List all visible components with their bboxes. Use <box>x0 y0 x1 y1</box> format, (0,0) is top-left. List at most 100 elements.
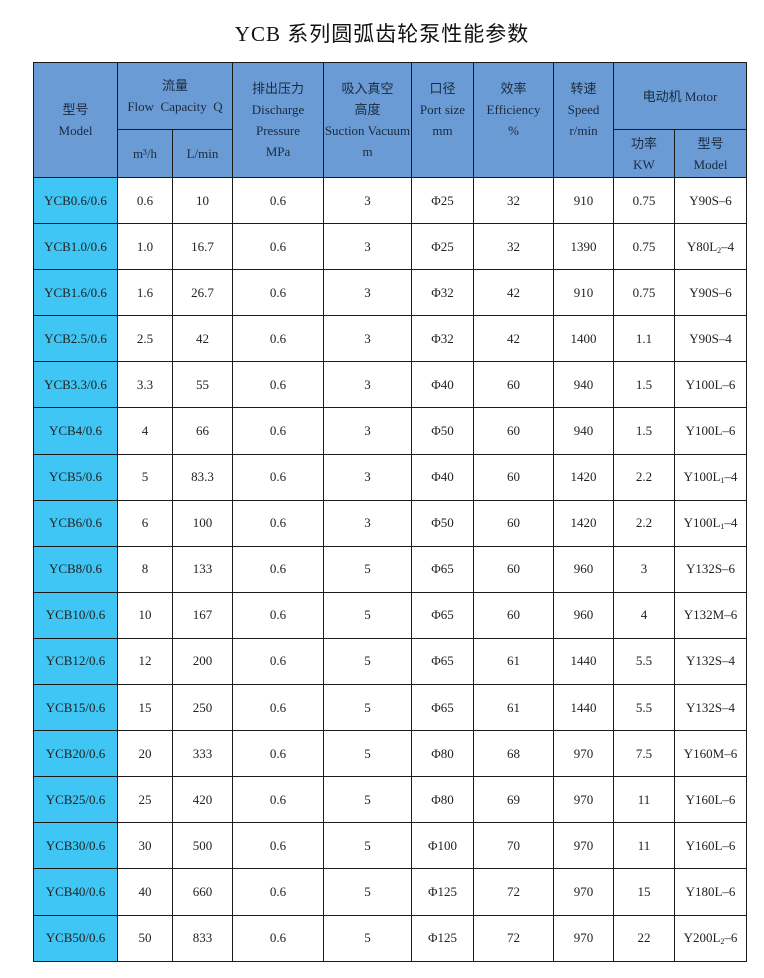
cell-model: YCB20/0.6 <box>33 730 118 778</box>
cell-model: YCB1.0/0.6 <box>33 223 118 271</box>
cell-model: YCB25/0.6 <box>33 776 118 824</box>
cell-flow-lmin: 833 <box>172 914 233 962</box>
cell-model: YCB6/0.6 <box>33 499 118 547</box>
cell-motor-power: 1.5 <box>613 407 675 455</box>
cell-motor-power: 7.5 <box>613 730 675 778</box>
cell-motor-model: Y90S–6 <box>674 269 747 317</box>
cell-efficiency: 68 <box>473 730 554 778</box>
cell-pressure: 0.6 <box>232 684 324 732</box>
cell-port-size: Φ65 <box>411 684 474 732</box>
table-row: YCB8/0.6 8 133 0.6 5 Φ65 60 960 3 Y132S–6 <box>33 545 747 593</box>
cell-flow-m3h: 2.5 <box>117 315 173 363</box>
cell-efficiency: 69 <box>473 776 554 824</box>
cell-suction: 5 <box>323 637 412 686</box>
cell-flow-lmin: 26.7 <box>172 269 233 317</box>
cell-efficiency: 60 <box>473 453 554 501</box>
cell-suction: 3 <box>323 176 412 225</box>
cell-suction: 3 <box>323 223 412 271</box>
cell-pressure: 0.6 <box>232 730 324 778</box>
cell-pressure: 0.6 <box>232 499 324 547</box>
cell-efficiency: 60 <box>473 545 554 593</box>
cell-motor-model: Y132S–4 <box>674 637 747 686</box>
header-flow-m3h: m³/h <box>117 129 173 178</box>
cell-suction: 5 <box>323 545 412 593</box>
header-motor-model: 型号 Model <box>674 129 747 178</box>
cell-port-size: Φ50 <box>411 499 474 547</box>
cell-pressure: 0.6 <box>232 822 324 870</box>
cell-flow-lmin: 133 <box>172 545 233 593</box>
cell-suction: 3 <box>323 407 412 455</box>
cell-flow-lmin: 83.3 <box>172 453 233 501</box>
cell-model: YCB5/0.6 <box>33 453 118 501</box>
cell-pressure: 0.6 <box>232 176 324 225</box>
cell-efficiency: 42 <box>473 315 554 363</box>
cell-flow-lmin: 66 <box>172 407 233 455</box>
cell-flow-m3h: 12 <box>117 637 173 686</box>
cell-pressure: 0.6 <box>232 914 324 962</box>
table-row: YCB30/0.6 30 500 0.6 5 Φ100 70 970 11 Y160L–6 <box>33 822 747 870</box>
cell-flow-m3h: 15 <box>117 684 173 732</box>
cell-port-size: Φ40 <box>411 453 474 501</box>
cell-port-size: Φ40 <box>411 361 474 409</box>
cell-model: YCB8/0.6 <box>33 545 118 593</box>
cell-flow-m3h: 0.6 <box>117 176 173 225</box>
header-motor-power: 功率 KW <box>613 129 675 178</box>
cell-efficiency: 61 <box>473 637 554 686</box>
cell-motor-power: 0.75 <box>613 223 675 271</box>
cell-suction: 5 <box>323 776 412 824</box>
table-row: YCB3.3/0.6 3.3 55 0.6 3 Φ40 60 940 1.5 Y100L–6 <box>33 361 747 409</box>
cell-motor-model: Y100L1–4 <box>674 453 747 501</box>
cell-speed: 910 <box>553 269 614 317</box>
cell-pressure: 0.6 <box>232 315 324 363</box>
cell-model: YCB0.6/0.6 <box>33 176 118 225</box>
pump-spec-table: 型号 Model 流量 Flow Capacity Q 排出压力 Discharge P… <box>33 62 747 962</box>
cell-efficiency: 60 <box>473 499 554 547</box>
cell-suction: 5 <box>323 914 412 962</box>
table-row: YCB2.5/0.6 2.5 42 0.6 3 Φ32 42 1400 1.1 Y90S–4 <box>33 315 747 363</box>
cell-suction: 5 <box>323 591 412 639</box>
cell-pressure: 0.6 <box>232 637 324 686</box>
cell-pressure: 0.6 <box>232 407 324 455</box>
cell-flow-lmin: 100 <box>172 499 233 547</box>
cell-flow-lmin: 55 <box>172 361 233 409</box>
cell-motor-model: Y160L–6 <box>674 776 747 824</box>
cell-motor-power: 15 <box>613 868 675 916</box>
cell-speed: 970 <box>553 822 614 870</box>
table-row: YCB12/0.6 12 200 0.6 5 Φ65 61 1440 5.5 Y132S–4 <box>33 637 747 686</box>
cell-model: YCB50/0.6 <box>33 914 118 962</box>
cell-motor-power: 4 <box>613 591 675 639</box>
header-flow-lmin: L/min <box>172 129 233 178</box>
cell-pressure: 0.6 <box>232 361 324 409</box>
cell-pressure: 0.6 <box>232 453 324 501</box>
cell-port-size: Φ80 <box>411 776 474 824</box>
cell-pressure: 0.6 <box>232 223 324 271</box>
cell-suction: 3 <box>323 361 412 409</box>
cell-flow-m3h: 8 <box>117 545 173 593</box>
cell-motor-power: 22 <box>613 914 675 962</box>
cell-flow-m3h: 50 <box>117 914 173 962</box>
cell-suction: 3 <box>323 499 412 547</box>
cell-flow-lmin: 10 <box>172 176 233 225</box>
cell-flow-lmin: 250 <box>172 684 233 732</box>
cell-flow-m3h: 4 <box>117 407 173 455</box>
table-row: YCB25/0.6 25 420 0.6 5 Φ80 69 970 11 Y160L–6 <box>33 776 747 824</box>
cell-speed: 1390 <box>553 223 614 271</box>
header-speed: 转速 Speed r/min <box>553 62 614 178</box>
cell-model: YCB40/0.6 <box>33 868 118 916</box>
cell-flow-m3h: 20 <box>117 730 173 778</box>
cell-port-size: Φ25 <box>411 223 474 271</box>
cell-motor-model: Y90S–4 <box>674 315 747 363</box>
table-row: YCB40/0.6 40 660 0.6 5 Φ125 72 970 15 Y180L–6 <box>33 868 747 916</box>
cell-port-size: Φ100 <box>411 822 474 870</box>
cell-efficiency: 72 <box>473 914 554 962</box>
header-discharge-pressure: 排出压力 Discharge Pressure MPa <box>232 62 324 178</box>
cell-suction: 5 <box>323 730 412 778</box>
cell-port-size: Φ65 <box>411 637 474 686</box>
cell-efficiency: 60 <box>473 591 554 639</box>
cell-motor-model: Y80L2–4 <box>674 223 747 271</box>
cell-efficiency: 32 <box>473 176 554 225</box>
cell-flow-lmin: 333 <box>172 730 233 778</box>
cell-port-size: Φ125 <box>411 914 474 962</box>
cell-flow-lmin: 167 <box>172 591 233 639</box>
cell-efficiency: 72 <box>473 868 554 916</box>
